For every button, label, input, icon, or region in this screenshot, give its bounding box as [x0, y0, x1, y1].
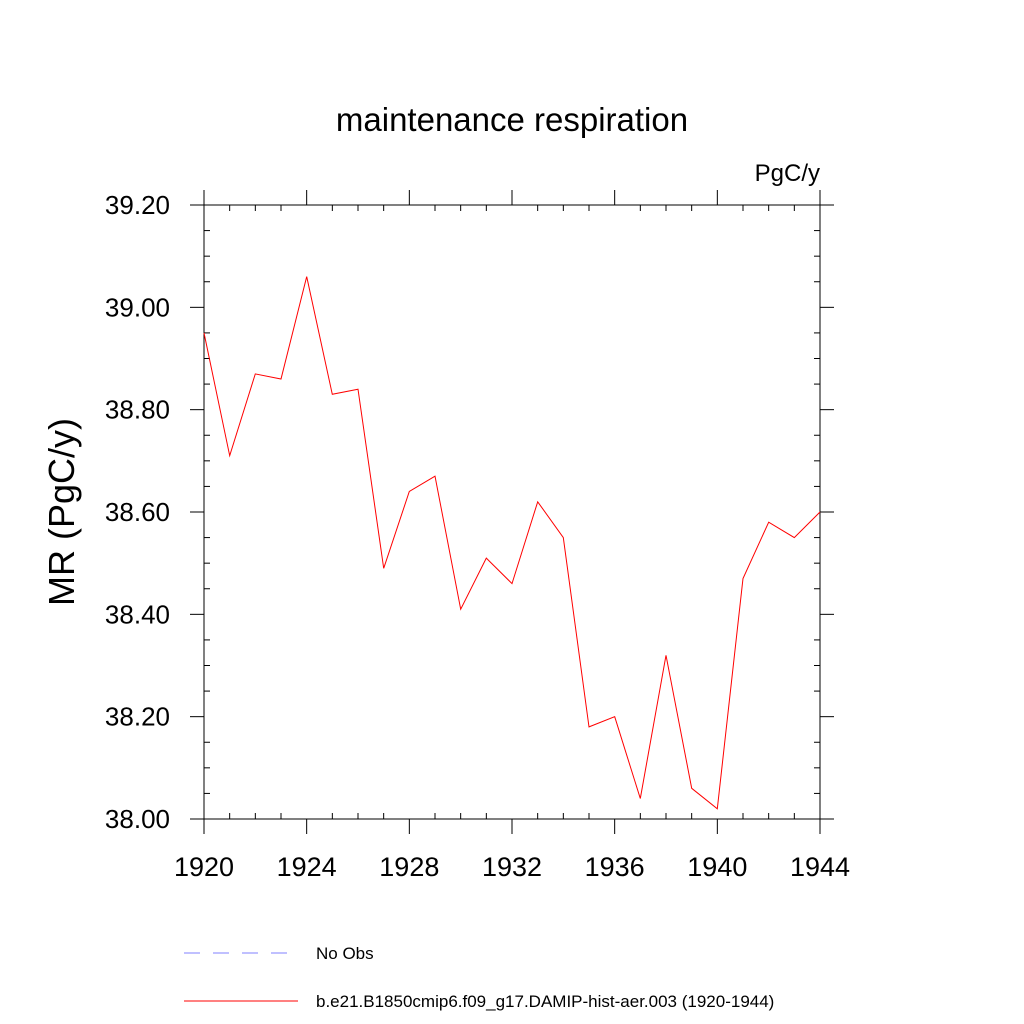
x-tick-label: 1932 — [482, 852, 542, 882]
legend: No Obs b.e21.B1850cmip6.f09_g17.DAMIP-his… — [184, 944, 774, 1011]
y-tick-label: 38.40 — [105, 599, 170, 629]
plot-frame — [203, 204, 821, 820]
x-tick-label: 1928 — [379, 852, 439, 882]
x-tick-labels: 1920 1924 1928 1932 1936 1940 1944 — [174, 852, 850, 882]
y-tick-label: 39.20 — [105, 190, 170, 220]
legend-label: b.e21.B1850cmip6.f09_g17.DAMIP-hist-aer.… — [316, 992, 774, 1011]
x-tick-label: 1920 — [174, 852, 234, 882]
series-line — [203, 276, 821, 810]
chart-title: maintenance respiration — [336, 101, 688, 138]
y-tick-label: 38.20 — [105, 702, 170, 732]
units-label: PgC/y — [755, 160, 820, 187]
y-tick-label: 38.00 — [105, 804, 170, 834]
x-tick-label: 1940 — [687, 852, 747, 882]
x-tick-label: 1944 — [790, 852, 850, 882]
y-axis-label: MR (PgC/y) — [41, 418, 82, 606]
legend-label: No Obs — [316, 944, 374, 963]
y-tick-label: 38.80 — [105, 395, 170, 425]
y-tick-label: 38.60 — [105, 497, 170, 527]
axis-ticks — [190, 190, 834, 834]
x-tick-label: 1936 — [585, 852, 645, 882]
x-tick-label: 1924 — [277, 852, 337, 882]
y-tick-labels: 38.00 38.20 38.40 38.60 38.80 39.00 39.20 — [105, 190, 170, 834]
y-tick-label: 39.00 — [105, 292, 170, 322]
series-layer — [203, 276, 821, 810]
